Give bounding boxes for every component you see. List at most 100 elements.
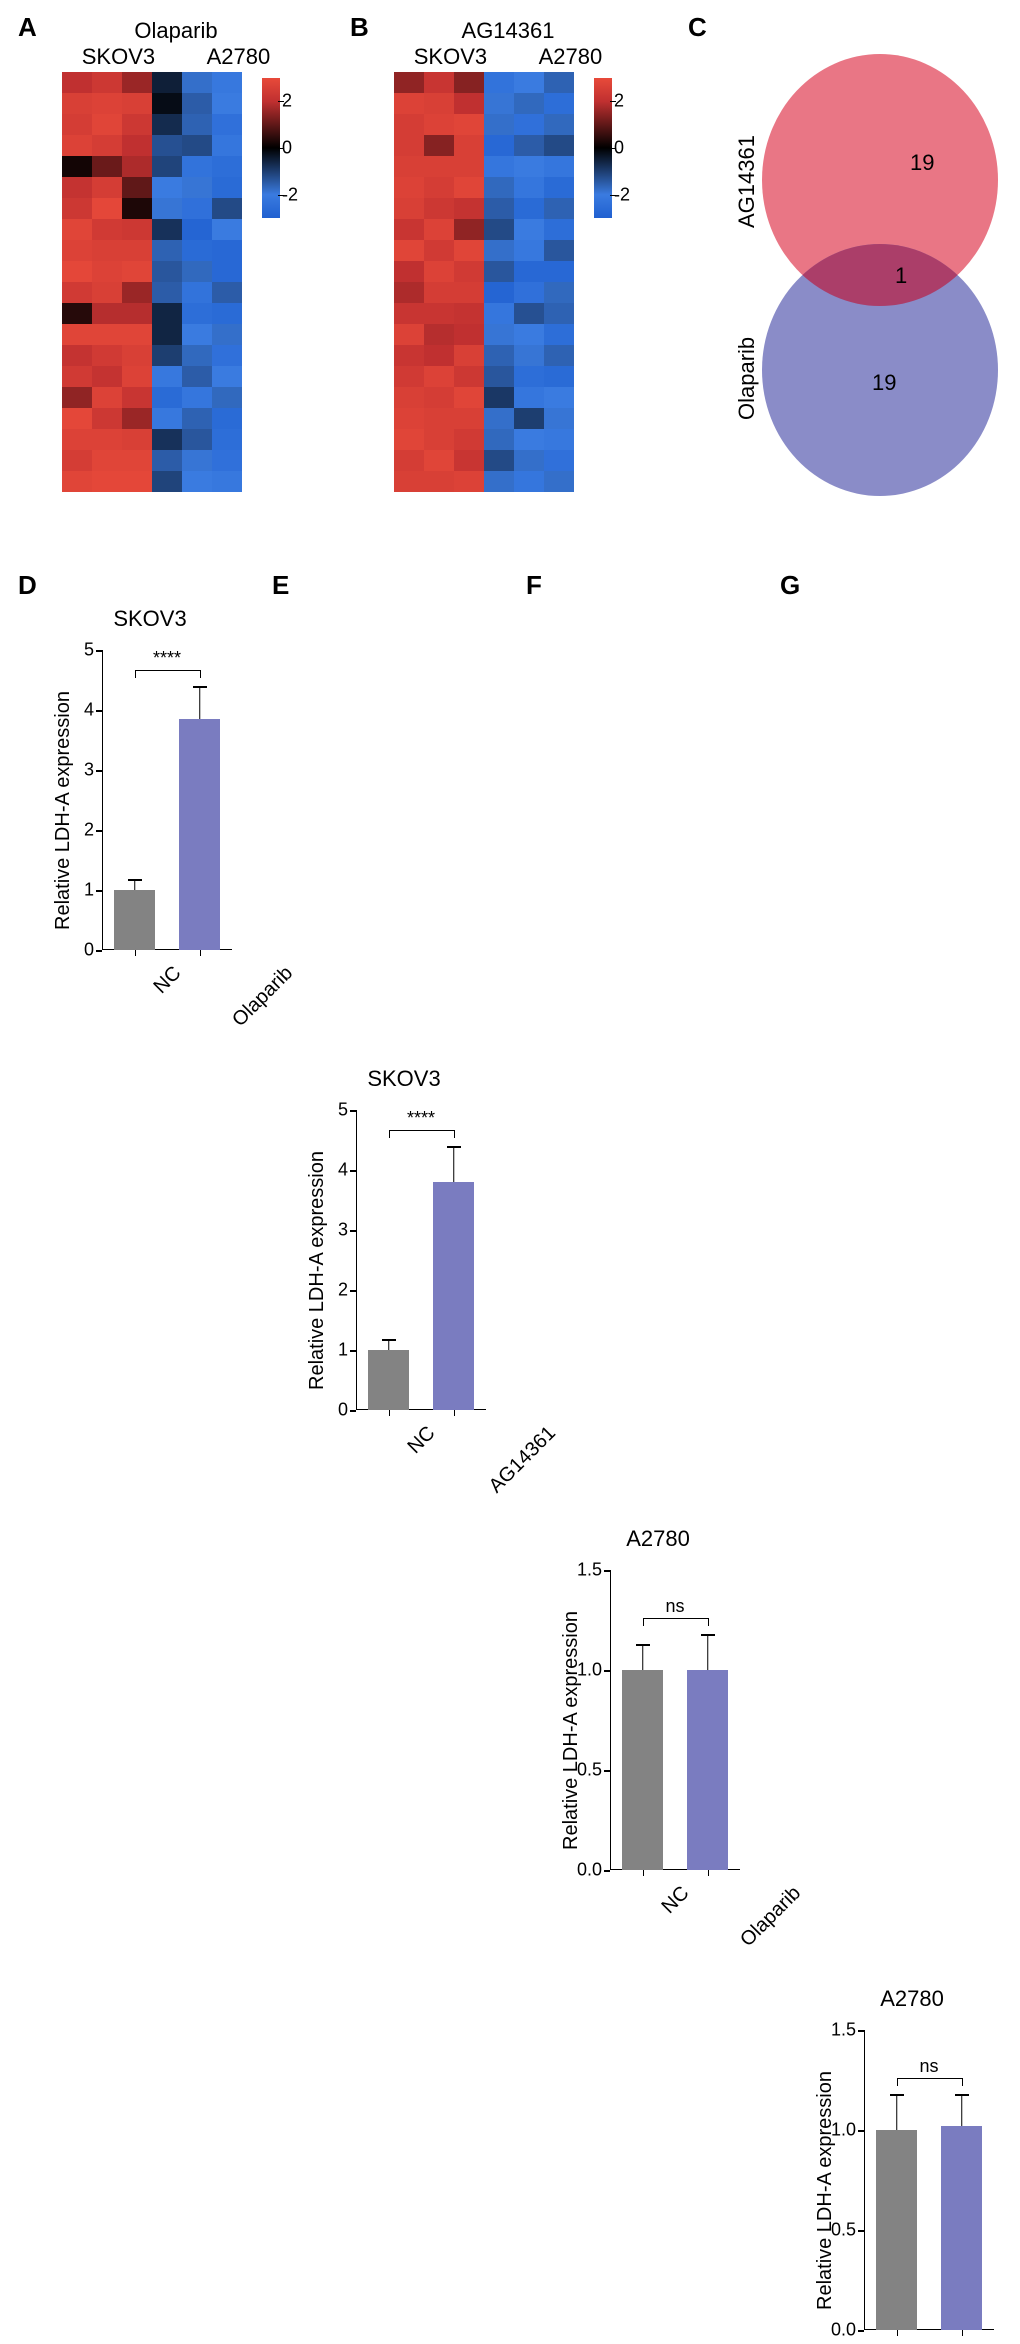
barchart-bar	[876, 2130, 916, 2330]
heatmap-cell	[62, 198, 92, 219]
venn-count-top: 19	[910, 150, 934, 176]
heatmap-cell	[424, 198, 454, 219]
heatmap-a-grid	[62, 72, 242, 492]
barchart-ytick-mark	[96, 830, 102, 832]
heatmap-cell	[394, 72, 424, 93]
barchart-ytick: 0.0	[548, 1860, 602, 1881]
heatmap-cell	[62, 72, 92, 93]
heatmap-cell	[152, 387, 182, 408]
figure-root: A Olaparib SKOV3 A2780 20-2 B AG14361 SK…	[0, 0, 1020, 1172]
colorbar-tick: -2	[282, 184, 298, 205]
heatmap-cell	[92, 177, 122, 198]
heatmap-cell	[122, 135, 152, 156]
barchart-ytick: 1.0	[802, 2120, 856, 2141]
barchart-ytick-mark	[96, 710, 102, 712]
heatmap-cell	[62, 471, 92, 492]
colorbar-a: 20-2	[262, 78, 280, 218]
panel-label-d: D	[18, 570, 37, 601]
panel-e: SKOV3Relative LDH-A expression012345NCAG…	[294, 1050, 514, 1510]
heatmap-b-grid	[394, 72, 574, 492]
heatmap-cell	[544, 198, 574, 219]
heatmap-cell	[394, 156, 424, 177]
heatmap-cell	[182, 324, 212, 345]
heatmap-cell	[62, 387, 92, 408]
heatmap-cell	[212, 156, 242, 177]
barchart-ytick-mark	[350, 1170, 356, 1172]
heatmap-cell	[92, 240, 122, 261]
barchart-errorbar	[642, 1644, 644, 1670]
heatmap-cell	[62, 282, 92, 303]
heatmap-cell	[544, 471, 574, 492]
heatmap-cell	[394, 408, 424, 429]
barchart-ytick: 1	[40, 880, 94, 901]
heatmap-cell	[454, 219, 484, 240]
heatmap-cell	[152, 240, 182, 261]
heatmap-cell	[544, 450, 574, 471]
heatmap-cell	[424, 93, 454, 114]
heatmap-cell	[484, 93, 514, 114]
barchart-bar	[622, 1670, 662, 1870]
heatmap-cell	[92, 324, 122, 345]
barchart-title: A2780	[548, 1526, 768, 1552]
heatmap-cell	[152, 156, 182, 177]
panel-label-f: F	[526, 570, 542, 601]
heatmap-cell	[92, 282, 122, 303]
barchart-errorcap	[701, 1634, 715, 1636]
heatmap-cell	[92, 198, 122, 219]
barchart-sig-bracket	[135, 670, 200, 671]
barchart-ytick: 1.5	[548, 1560, 602, 1581]
heatmap-cell	[394, 261, 424, 282]
barchart-xlabel: NC	[657, 1882, 694, 1919]
heatmap-cell	[394, 93, 424, 114]
heatmap-cell	[92, 303, 122, 324]
heatmap-cell	[484, 429, 514, 450]
barchart-ytick: 5	[40, 640, 94, 661]
heatmap-cell	[62, 345, 92, 366]
heatmap-cell	[152, 345, 182, 366]
barchart-bar	[433, 1182, 473, 1410]
heatmap-cell	[424, 303, 454, 324]
barchart-ytick-mark	[604, 1670, 610, 1672]
heatmap-cell	[454, 114, 484, 135]
heatmap-cell	[212, 387, 242, 408]
barchart-ytick: 0.0	[802, 2320, 856, 2341]
heatmap-cell	[394, 387, 424, 408]
heatmap-cell	[92, 261, 122, 282]
heatmap-cell	[182, 366, 212, 387]
heatmap-cell	[182, 345, 212, 366]
heatmap-cell	[212, 93, 242, 114]
panel-label-a: A	[18, 12, 37, 43]
heatmap-cell	[152, 366, 182, 387]
heatmap-cell	[182, 408, 212, 429]
heatmap-cell	[424, 72, 454, 93]
barchart-ytick-mark	[96, 890, 102, 892]
heatmap-cell	[514, 261, 544, 282]
heatmap-cell	[152, 198, 182, 219]
heatmap-cell	[122, 450, 152, 471]
heatmap-cell	[182, 93, 212, 114]
heatmap-cell	[212, 198, 242, 219]
heatmap-cell	[484, 471, 514, 492]
heatmap-cell	[454, 72, 484, 93]
heatmap-cell	[544, 156, 574, 177]
heatmap-cell	[92, 93, 122, 114]
heatmap-cell	[212, 324, 242, 345]
barchart-ylabel: Relative LDH-A expression	[814, 2071, 837, 2310]
heatmap-cell	[484, 450, 514, 471]
barchart-xtick	[454, 1410, 456, 1416]
heatmap-cell	[152, 324, 182, 345]
heatmap-cell	[514, 429, 544, 450]
heatmap-cell	[544, 261, 574, 282]
heatmap-cell	[484, 114, 514, 135]
barchart-sig-label: ****	[153, 648, 181, 669]
heatmap-cell	[454, 345, 484, 366]
heatmap-cell	[182, 450, 212, 471]
heatmap-cell	[212, 135, 242, 156]
barchart-sig-label: ****	[407, 1108, 435, 1129]
heatmap-cell	[62, 93, 92, 114]
heatmap-cell	[122, 429, 152, 450]
barchart-xlabel: NC	[403, 1422, 440, 1459]
heatmap-cell	[212, 471, 242, 492]
barchart-ylabel: Relative LDH-A expression	[560, 1611, 583, 1850]
venn-count-intersection: 1	[895, 263, 907, 289]
